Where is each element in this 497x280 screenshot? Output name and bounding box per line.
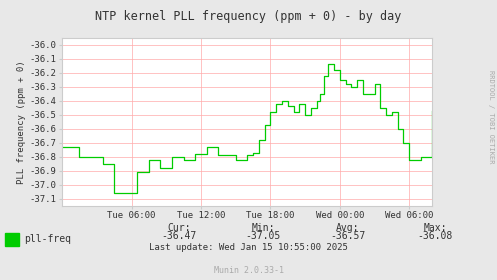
Text: -36.08: -36.08 xyxy=(417,231,452,241)
Text: NTP kernel PLL frequency (ppm + 0) - by day: NTP kernel PLL frequency (ppm + 0) - by … xyxy=(95,10,402,23)
Text: -36.57: -36.57 xyxy=(331,231,365,241)
Text: Avg:: Avg: xyxy=(336,223,360,233)
Text: pll-freq: pll-freq xyxy=(24,234,71,244)
Text: Last update: Wed Jan 15 10:55:00 2025: Last update: Wed Jan 15 10:55:00 2025 xyxy=(149,243,348,252)
Text: Max:: Max: xyxy=(423,223,447,233)
Text: Min:: Min: xyxy=(251,223,275,233)
Text: Cur:: Cur: xyxy=(167,223,191,233)
Text: RRDTOOL / TOBI OETIKER: RRDTOOL / TOBI OETIKER xyxy=(488,70,494,164)
Text: Munin 2.0.33-1: Munin 2.0.33-1 xyxy=(214,266,283,275)
Text: -37.05: -37.05 xyxy=(246,231,281,241)
Text: -36.47: -36.47 xyxy=(162,231,196,241)
Y-axis label: PLL frequency (ppm + 0): PLL frequency (ppm + 0) xyxy=(16,60,25,184)
